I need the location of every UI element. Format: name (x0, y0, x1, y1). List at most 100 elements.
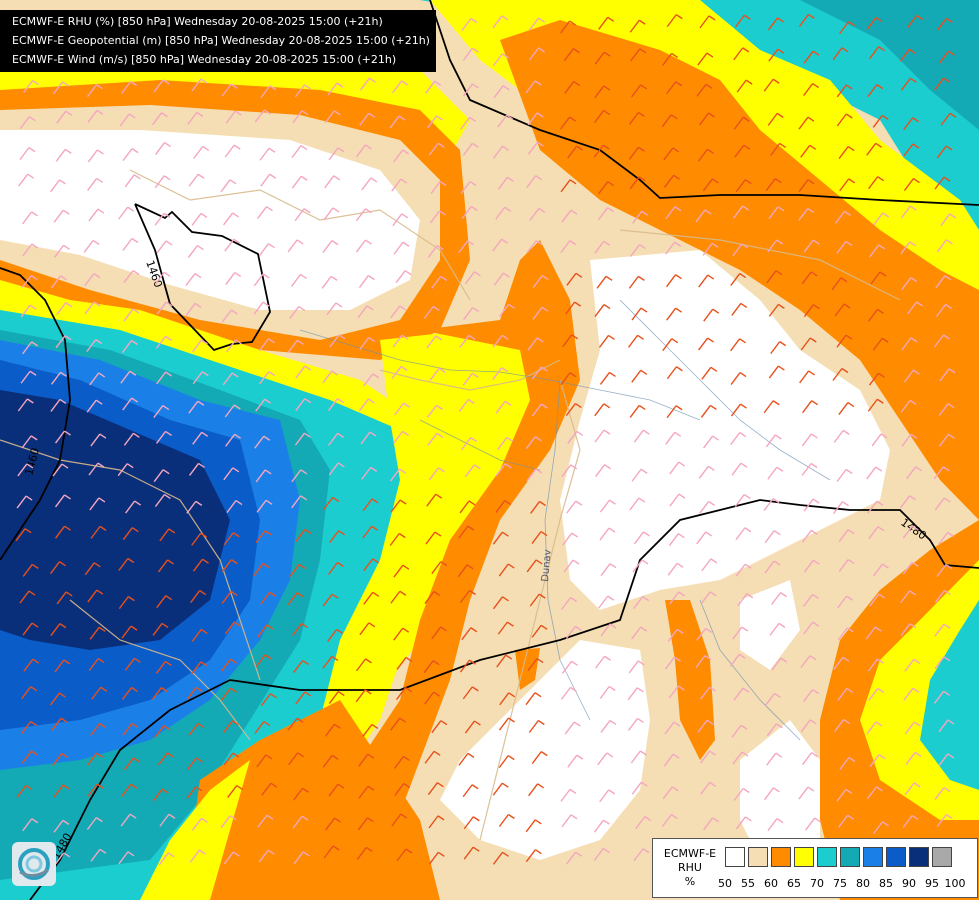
wind-barb (527, 658, 544, 672)
wind-barb (459, 500, 476, 514)
wind-barb (936, 564, 953, 578)
wind-barb (635, 816, 652, 830)
wind-barb (768, 365, 785, 379)
wind-barb (154, 725, 171, 739)
wind-barb (836, 334, 853, 348)
wind-barb (899, 48, 916, 62)
wind-barb (52, 81, 69, 95)
wind-barb (903, 177, 920, 191)
wind-barb (934, 176, 951, 190)
wind-barb (395, 686, 412, 700)
wind-barb (355, 239, 372, 253)
wind-barb (428, 467, 445, 481)
wind-barb (358, 398, 375, 412)
wind-barb (258, 849, 275, 863)
wind-barb (358, 785, 375, 799)
wind-barb (158, 559, 174, 573)
wind-barb (458, 752, 475, 766)
wind-barb (87, 177, 104, 191)
wind-barb (464, 271, 481, 285)
wind-barb (594, 240, 611, 254)
legend-swatch (771, 847, 791, 867)
wind-barb (531, 624, 548, 638)
legend-label: 50 (718, 877, 732, 890)
wind-barb (628, 660, 645, 674)
wind-barb (357, 305, 374, 319)
wind-barb (254, 720, 271, 734)
wind-barb (767, 466, 784, 480)
wind-barb (839, 178, 856, 192)
wind-barb (801, 462, 818, 476)
wind-barb (936, 17, 953, 31)
wind-barbs (15, 13, 957, 866)
wind-barb (328, 432, 344, 446)
wind-barb (458, 398, 475, 412)
wind-barb (703, 817, 720, 831)
wind-barb (253, 562, 270, 576)
wind-barb (763, 78, 780, 92)
wind-barb (633, 531, 650, 545)
wind-barb (733, 47, 750, 61)
wind-barb (158, 852, 175, 866)
wind-barb (323, 207, 340, 221)
wind-barb (628, 275, 645, 289)
wind-barb (661, 813, 678, 827)
wind-barb (396, 656, 413, 670)
wind-barb (933, 466, 950, 480)
wind-barb (425, 80, 442, 94)
wind-barb (872, 563, 889, 577)
header-line-wind: ECMWF-E Wind (m/s) [850 hPa] Wednesday 2… (12, 53, 397, 66)
wind-barb (124, 174, 141, 188)
wind-barb (357, 817, 374, 831)
rhu-area-white-east2 (740, 580, 800, 670)
wind-barb (363, 558, 380, 572)
wind-barb (187, 245, 204, 259)
wind-barb (632, 559, 649, 573)
wind-barb (561, 596, 577, 610)
wind-barb (87, 783, 104, 797)
legend-swatch (932, 847, 952, 867)
wind-barb (803, 82, 820, 97)
wind-barb (295, 691, 312, 705)
wind-barb (867, 658, 884, 672)
wind-barb (938, 403, 955, 417)
wind-barb (428, 142, 445, 156)
wind-barb (362, 723, 379, 737)
wind-barb (291, 495, 308, 509)
wind-barb (459, 659, 476, 673)
rhu-area-navy-west (0, 390, 230, 650)
wind-barb (666, 366, 683, 380)
wind-barb (868, 176, 885, 190)
wind-barb (253, 301, 270, 315)
wind-barb (836, 788, 853, 802)
wind-barb (287, 339, 304, 353)
wind-barb (733, 116, 750, 130)
wind-barb (328, 690, 345, 704)
rhu-area-orange-lens (665, 600, 715, 760)
wind-barb (122, 527, 139, 541)
wind-barb (324, 110, 341, 124)
wind-barb (628, 111, 645, 125)
wind-barb (837, 595, 853, 609)
wind-barb (220, 815, 237, 829)
wind-barb (255, 398, 272, 412)
wind-barb (594, 655, 611, 669)
wind-barb (629, 497, 646, 511)
legend-label: 95 (925, 877, 939, 890)
legend-swatch (886, 847, 906, 867)
wind-barb (185, 273, 202, 287)
wind-barb (390, 305, 407, 319)
wind-barb (497, 621, 514, 635)
wind-barb (630, 750, 647, 764)
wind-barb (121, 625, 138, 639)
wind-barb (865, 626, 882, 640)
wind-barb (463, 846, 480, 860)
wind-barb (88, 462, 105, 476)
wind-barb (800, 337, 817, 351)
wind-barb (287, 717, 304, 731)
wind-barb (22, 211, 38, 225)
wind-barb (492, 367, 509, 381)
wind-barb (159, 813, 176, 827)
wind-barb (393, 430, 409, 444)
